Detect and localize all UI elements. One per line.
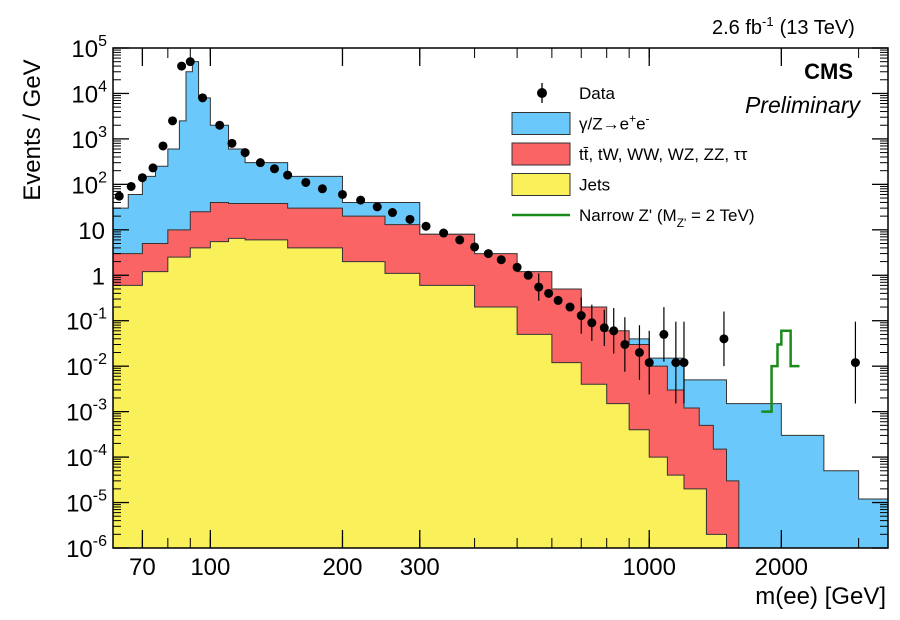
- legend: Data γ/Z→e+e-tt̄, tW, WW, WZ, ZZ, ττ Jets N…: [511, 83, 755, 230]
- y-tick-label: 1: [92, 263, 105, 290]
- data-point: [255, 158, 265, 168]
- data-point: [850, 358, 860, 368]
- legend-swatch-ttbar: [511, 142, 571, 166]
- data-point: [523, 270, 533, 280]
- legend-label-zprime: Narrow Z' (MZ' = 2 TeV): [579, 206, 755, 230]
- data-point: [137, 173, 147, 183]
- data-point: [719, 334, 729, 344]
- y-tick-label: 10-4: [66, 442, 107, 472]
- data-point: [148, 163, 158, 173]
- data-point: [168, 116, 178, 126]
- data-point: [269, 164, 279, 174]
- data-point: [576, 311, 586, 321]
- legend-swatch-jets: [511, 173, 571, 196]
- data-point: [659, 329, 669, 339]
- data-points-layer: [114, 57, 860, 404]
- data-point: [620, 339, 630, 349]
- data-point: [679, 358, 689, 368]
- y-tick-label: 10-1: [66, 306, 107, 336]
- data-point: [470, 242, 480, 252]
- data-point: [372, 202, 382, 212]
- x-tick-label: 2000: [755, 554, 808, 581]
- data-point: [177, 61, 187, 71]
- x-tick-label: 1000: [623, 554, 676, 581]
- series-jets: [112, 237, 731, 549]
- ticks-layer: 10-6 10-5 10-4 10-3 10-2 10-1 1 10 102 103 104 105 7…: [66, 33, 888, 581]
- histogram-layer: [112, 61, 889, 549]
- data-point: [387, 208, 397, 218]
- y-axis-label: Events / GeV: [19, 59, 46, 200]
- data-point: [126, 181, 136, 191]
- x-tick-label: 100: [190, 554, 230, 581]
- data-point: [587, 318, 597, 328]
- y-tick-label: 104: [71, 78, 107, 108]
- data-point: [198, 93, 208, 103]
- data-point: [439, 228, 449, 238]
- x-tick-label: 200: [322, 554, 362, 581]
- legend-data-marker: [537, 88, 547, 98]
- data-point: [565, 302, 575, 312]
- status-label: Preliminary: [745, 92, 862, 118]
- data-point: [158, 141, 168, 151]
- y-tick-label: 10-5: [66, 488, 107, 518]
- y-tick-label: 10: [78, 218, 105, 245]
- legend-swatch-dy: [511, 112, 571, 135]
- data-point: [114, 191, 124, 201]
- data-point: [609, 326, 619, 336]
- y-tick-label: 105: [71, 33, 107, 63]
- legend-label-jets: Jets: [579, 176, 610, 195]
- plot-frame: [112, 47, 889, 549]
- data-point: [644, 358, 654, 368]
- data-point: [496, 255, 506, 265]
- data-point: [483, 249, 493, 259]
- x-axis-label: m(ee) [GeV]: [755, 583, 886, 610]
- data-point: [227, 138, 237, 148]
- legend-label-ttbar: tt̄, tW, WW, WZ, ZZ, ττ: [579, 145, 748, 164]
- data-point: [283, 170, 293, 180]
- data-point: [534, 282, 544, 292]
- y-tick-label: 10-2: [66, 351, 107, 381]
- x-tick-label: 70: [129, 554, 156, 581]
- data-point: [356, 195, 366, 205]
- data-point: [512, 262, 522, 272]
- x-tick-label: 300: [400, 554, 440, 581]
- data-point: [240, 148, 250, 158]
- legend-label-data: Data: [579, 84, 615, 103]
- data-point: [421, 221, 431, 231]
- y-tick-label: 103: [71, 124, 107, 154]
- data-point: [337, 189, 347, 199]
- experiment-label: CMS: [804, 59, 853, 84]
- data-point: [185, 57, 195, 67]
- lumi-label: 2.6 fb-1 (13 TeV): [712, 14, 855, 39]
- data-point: [317, 184, 327, 194]
- y-tick-label: 10-6: [66, 533, 107, 563]
- data-point: [553, 295, 563, 305]
- y-tick-label: 102: [71, 169, 107, 199]
- series-zprime: [761, 329, 800, 413]
- plot-border: [112, 47, 889, 549]
- data-point: [599, 323, 609, 333]
- data-point: [215, 120, 225, 130]
- data-point: [301, 177, 311, 187]
- y-tick-label: 10-3: [66, 397, 107, 427]
- data-point: [544, 288, 554, 298]
- data-point: [634, 347, 644, 357]
- legend-label-dy: γ/Z→e+e-: [579, 112, 650, 134]
- data-point: [671, 358, 681, 368]
- data-point: [405, 214, 415, 224]
- data-point: [455, 235, 465, 245]
